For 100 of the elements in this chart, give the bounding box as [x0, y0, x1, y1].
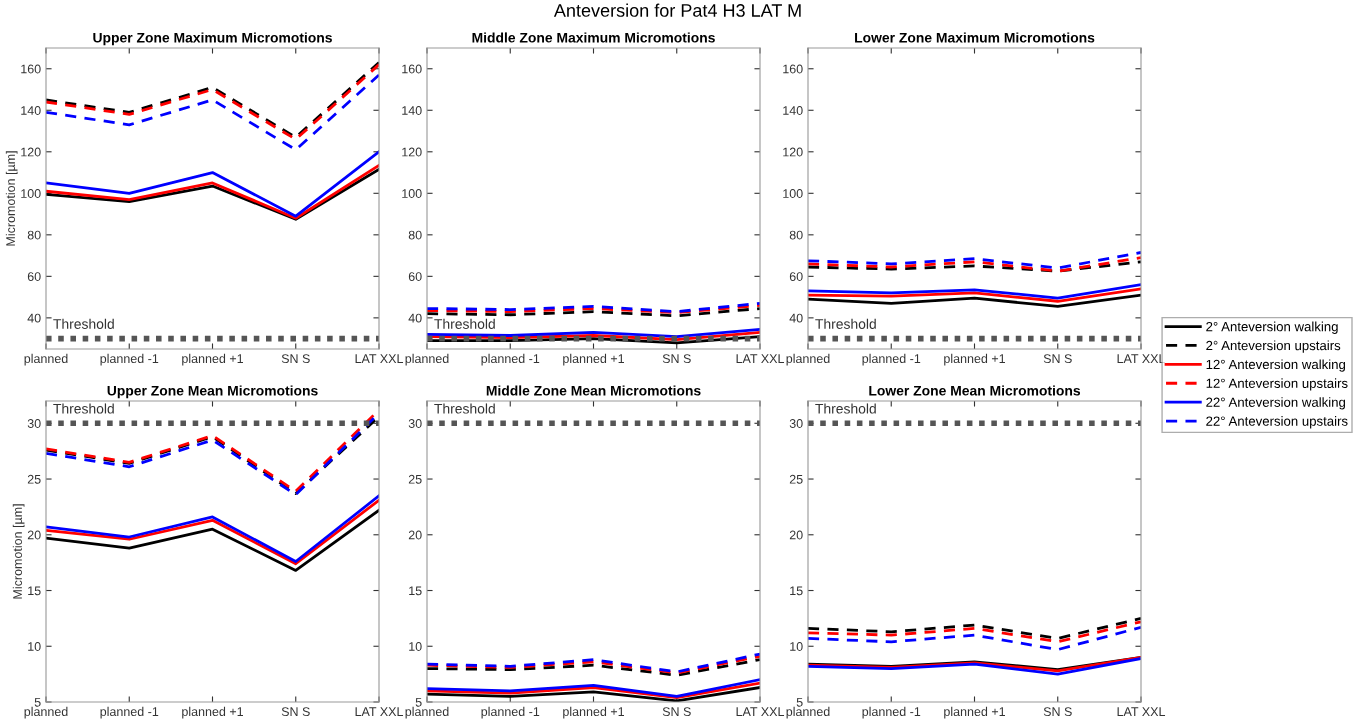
x-tick-label: planned +1 [944, 353, 1005, 366]
y-axis-title: Micromotion [µm] [12, 504, 25, 599]
y-tick-label: 40 [789, 313, 803, 323]
x-tick-label: planned +1 [563, 706, 624, 719]
x-tick-label: SN S [281, 707, 310, 717]
chart-title: Lower Zone Mean Micromotions [869, 385, 1081, 396]
y-tick-label: 10 [28, 642, 41, 651]
y-tick-label: 160 [21, 64, 41, 74]
line-series [808, 283, 1141, 300]
x-tick-label: planned [24, 706, 68, 719]
y-tick-label: 5 [796, 697, 803, 707]
x-tick-label: planned +1 [182, 706, 243, 719]
legend-label: 22° Anteversion walking [1206, 397, 1345, 410]
x-tick-label: LAT XXL [736, 354, 785, 363]
x-tick-label: LAT XXL [1117, 354, 1166, 363]
y-tick-label: 80 [789, 230, 803, 240]
line-series [808, 625, 1141, 651]
y-tick-label: 120 [402, 147, 422, 157]
line-series [46, 508, 379, 572]
x-tick-label: planned +1 [182, 353, 243, 366]
y-axis-title: Micromotion [µm] [5, 151, 18, 246]
legend-label: 22° Anteversion upstairs [1206, 416, 1348, 429]
x-tick-label: planned -1 [862, 353, 921, 366]
ref-line-label: Threshold [815, 403, 876, 414]
y-tick-label: 15 [409, 586, 422, 596]
x-tick-label: planned +1 [944, 706, 1005, 719]
line-series [808, 260, 1141, 273]
chart-title: Lower Zone Maximum Micromotions [855, 32, 1095, 43]
line-series [427, 327, 760, 338]
x-tick-label: LAT XXL [736, 707, 785, 716]
chart-title: Upper Zone Mean Micromotions [107, 385, 318, 399]
legend-label: 2° Anteversion walking [1206, 321, 1338, 334]
ref-line-label: Threshold [434, 318, 495, 329]
y-tick-label: 100 [21, 189, 41, 198]
x-tick-label: planned -1 [481, 353, 540, 366]
x-tick-label: SN S [1043, 354, 1072, 364]
y-tick-label: 10 [790, 642, 803, 651]
y-tick-label: 30 [789, 419, 803, 428]
chart-title: Middle Zone Mean Micromotions [486, 385, 701, 396]
y-tick-label: 30 [408, 419, 422, 428]
y-tick-label: 20 [27, 530, 41, 540]
ref-line-label: Threshold [53, 318, 114, 329]
x-tick-label: SN S [662, 707, 691, 717]
y-tick-label: 10 [409, 642, 422, 651]
line-series [46, 73, 379, 152]
text: Anteversion for Pat4 H3 LAT M [553, 3, 801, 17]
y-tick-label: 120 [21, 147, 41, 157]
x-tick-label: LAT XXL [355, 707, 404, 716]
y-tick-label: 140 [21, 106, 41, 115]
y-tick-label: 100 [783, 189, 803, 198]
y-tick-label: 80 [408, 230, 422, 240]
y-tick-label: 30 [27, 419, 41, 428]
y-tick-label: 100 [402, 189, 422, 198]
y-tick-label: 120 [783, 147, 803, 157]
y-tick-label: 5 [415, 697, 422, 707]
line-series [808, 251, 1141, 270]
chart-title: Middle Zone Maximum Micromotions [472, 32, 715, 43]
y-tick-label: 15 [790, 586, 803, 596]
x-tick-label: LAT XXL [355, 354, 404, 363]
x-tick-label: planned [24, 353, 68, 366]
line-series [46, 150, 379, 218]
line-series [808, 256, 1141, 273]
x-tick-label: planned -1 [862, 706, 921, 719]
y-tick-label: 140 [402, 106, 422, 115]
y-tick-label: 60 [789, 272, 803, 281]
x-tick-label: SN S [662, 354, 691, 364]
y-tick-label: 25 [27, 474, 41, 484]
chart-title: Upper Zone Maximum Micromotions [93, 32, 332, 46]
x-tick-label: planned +1 [563, 353, 624, 366]
y-tick-label: 5 [34, 697, 41, 707]
x-tick-label: SN S [1043, 707, 1072, 717]
y-tick-label: 140 [783, 106, 803, 115]
x-tick-label: planned [405, 353, 449, 366]
line-series [808, 293, 1141, 308]
y-tick-label: 80 [27, 230, 41, 240]
x-tick-label: planned [405, 706, 449, 719]
y-tick-label: 25 [408, 474, 422, 484]
legend-label: 2° Anteversion upstairs [1206, 340, 1341, 353]
ref-line-label: Threshold [434, 403, 495, 414]
y-tick-label: 60 [408, 272, 422, 281]
ref-line-label: Threshold [53, 403, 114, 414]
line-series [808, 287, 1141, 303]
legend-label: 12° Anteversion walking [1206, 359, 1345, 372]
legend-label: 12° Anteversion upstairs [1206, 378, 1348, 391]
y-tick-label: 160 [402, 64, 422, 74]
y-tick-label: 20 [408, 530, 422, 540]
x-tick-label: planned [786, 353, 830, 366]
x-tick-label: SN S [281, 354, 310, 364]
y-tick-label: 20 [789, 530, 803, 540]
x-tick-label: planned [786, 706, 830, 719]
y-tick-label: 40 [27, 313, 41, 323]
y-tick-label: 160 [783, 64, 803, 74]
ref-line-label: Threshold [815, 318, 876, 329]
y-tick-label: 25 [789, 474, 803, 484]
x-tick-label: planned -1 [100, 706, 159, 719]
y-tick-label: 60 [27, 272, 41, 281]
y-tick-label: 40 [408, 313, 422, 323]
x-tick-label: planned -1 [481, 706, 540, 719]
x-tick-label: planned -1 [100, 353, 159, 366]
y-tick-label: 15 [28, 586, 41, 596]
